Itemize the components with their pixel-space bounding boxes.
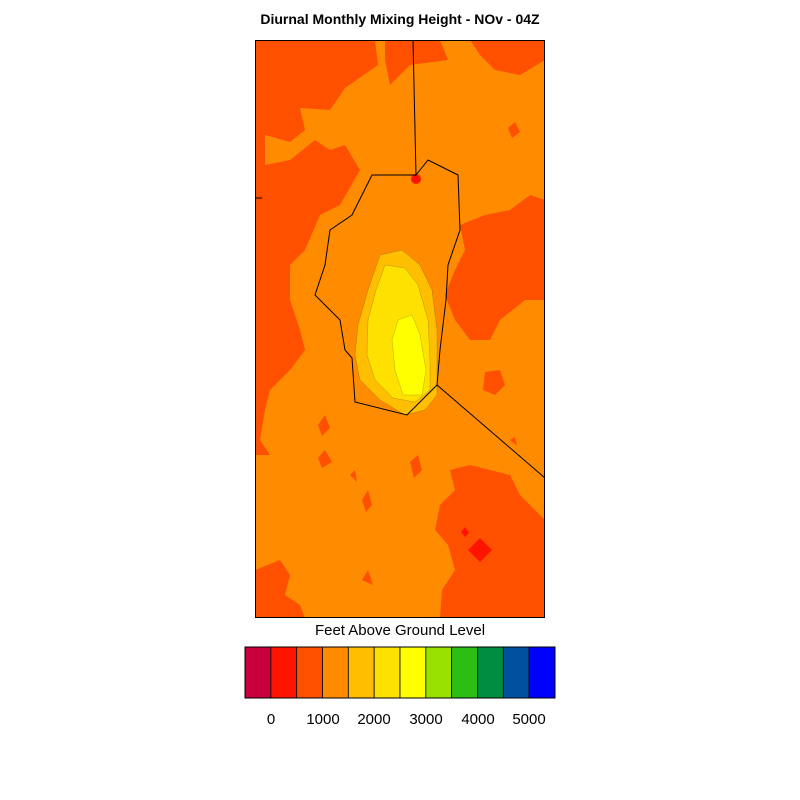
colorbar-tick-label-5: 5000	[512, 711, 546, 728]
boundary-outline	[314, 40, 461, 416]
colorbar-frame	[244, 646, 556, 699]
colorbar-swatch-4	[347, 646, 375, 699]
legend-title: Feet Above Ground Level	[314, 622, 486, 639]
colorbar-swatch-9	[477, 646, 504, 699]
colorbar-swatch-3	[322, 646, 349, 699]
contour-map	[255, 40, 545, 618]
colorbar-swatch-7	[425, 646, 453, 699]
colorbar-swatch-6	[399, 646, 427, 699]
colorbar-swatch-2	[296, 646, 323, 699]
colorbar-tick-label-1: 1000	[306, 711, 340, 728]
colorbar-tick-label-2: 2000	[357, 711, 391, 728]
contour-cell-9	[510, 437, 517, 446]
contour-cell-8	[362, 570, 373, 585]
colorbar-swatch-1	[270, 646, 298, 699]
colorbar-swatch-10	[502, 646, 530, 699]
contour-region-south-west	[255, 560, 305, 618]
colorbar-tick-label-4: 4000	[461, 711, 495, 728]
contour-cell-3	[410, 455, 422, 478]
contour-region-top-center	[385, 40, 448, 85]
contour-cell-4	[362, 490, 372, 512]
contour-red-cell-small	[461, 527, 469, 537]
contour-region-top-right	[470, 40, 545, 75]
colorbar-swatch-0	[244, 646, 272, 699]
colorbar-swatch-11	[528, 646, 556, 699]
map-frame	[255, 40, 545, 618]
contour-red-cell-main	[468, 538, 492, 562]
colorbar-tick-label-0: 0	[266, 711, 276, 728]
contour-cell-6	[483, 370, 505, 395]
colorbar-tick-label-3: 3000	[409, 711, 443, 728]
colorbar-swatch-8	[451, 646, 478, 699]
contour-cell-2	[318, 450, 332, 468]
contour-region-east-middle	[445, 195, 545, 340]
contour-maximum-yellow	[391, 314, 427, 396]
contour-cell-7	[508, 122, 520, 138]
colorbar-swatch-5	[373, 646, 401, 699]
contour-red-cell-north	[411, 174, 421, 184]
contour-region-south-east	[435, 465, 545, 618]
contour-region-west-upper	[255, 40, 378, 455]
contour-cell-1	[318, 415, 330, 436]
map-title: Diurnal Monthly Mixing Height - NOv - 04…	[260, 11, 540, 27]
boundary-southeast-line	[436, 384, 545, 479]
contour-cell-5	[350, 470, 357, 482]
